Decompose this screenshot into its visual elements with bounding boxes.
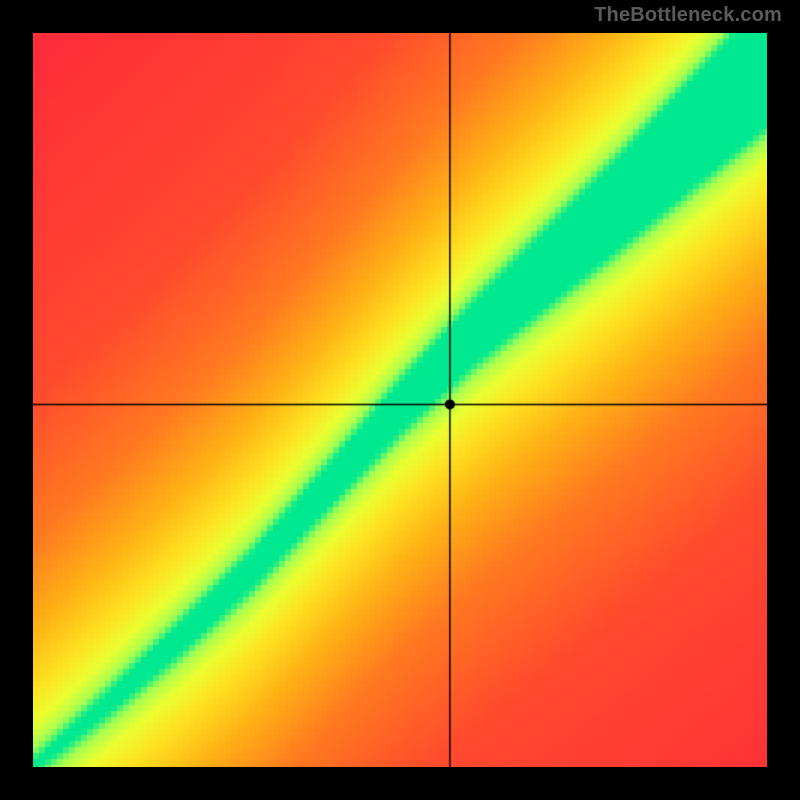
attribution-text: TheBottleneck.com — [594, 4, 782, 27]
chart-container: { "attribution": { "text": "TheBottlenec… — [0, 0, 800, 800]
bottleneck-heatmap — [33, 33, 767, 767]
